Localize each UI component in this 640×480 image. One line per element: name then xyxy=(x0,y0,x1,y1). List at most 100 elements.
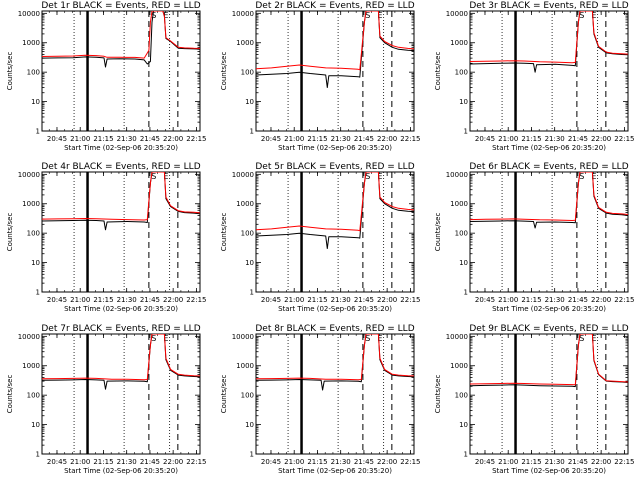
x-tick-label: 22:00 xyxy=(591,458,611,466)
time-marker-label: S xyxy=(579,334,584,343)
y-tick-label: 100 xyxy=(455,69,468,77)
time-marker-label: E xyxy=(377,11,382,20)
x-axis-label: Start Time (02-Sep-06 20:35:20) xyxy=(492,305,606,313)
x-tick-label: 21:45 xyxy=(140,296,160,304)
x-tick-label: 21:45 xyxy=(140,458,160,466)
x-tick-label: 21:30 xyxy=(331,458,351,466)
detector-panel: Det 5r BLACK = Events, RED = LLD 1 10 100 10… xyxy=(220,162,420,313)
x-axis-label: Start Time (02-Sep-06 20:35:20) xyxy=(492,144,606,152)
y-tick-label: 1 xyxy=(36,128,40,136)
detector-panel: Det 6r BLACK = Events, RED = LLD 1 10 100 10… xyxy=(434,162,634,313)
y-axis-label: Counts/sec xyxy=(220,375,228,414)
x-tick-label: 21:30 xyxy=(545,296,565,304)
x-tick-label: 21:15 xyxy=(307,458,327,466)
time-marker-label: S xyxy=(151,11,156,20)
y-tick-label: 100 xyxy=(241,69,254,77)
events-series-line xyxy=(256,172,414,249)
x-tick-label: 21:45 xyxy=(354,296,374,304)
plot-frame xyxy=(469,10,629,132)
y-tick-label: 1 xyxy=(250,128,254,136)
y-tick-label: 10000 xyxy=(446,171,468,179)
x-tick-label: 22:15 xyxy=(400,135,420,143)
x-tick-label: 21:15 xyxy=(93,458,113,466)
series-group xyxy=(256,334,414,391)
y-tick-label: 1 xyxy=(36,451,40,459)
time-marker-label: S xyxy=(151,334,156,343)
x-tick-label: 21:30 xyxy=(545,135,565,143)
x-tick-label: 21:15 xyxy=(521,296,541,304)
x-tick-label: 22:00 xyxy=(377,135,397,143)
x-tick-label: 21:00 xyxy=(498,458,518,466)
x-tick-label: 21:45 xyxy=(568,135,588,143)
y-tick-label: 100 xyxy=(241,392,254,400)
time-marker-label: S xyxy=(579,172,584,181)
x-tick-label: 20:45 xyxy=(261,296,281,304)
time-marker-label: S xyxy=(365,11,370,20)
x-axis-label: Start Time (02-Sep-06 20:35:20) xyxy=(278,467,392,475)
x-tick-label: 21:15 xyxy=(307,135,327,143)
time-marker-label: E xyxy=(591,172,596,181)
y-tick-label: 1000 xyxy=(236,362,254,370)
x-tick-label: 20:45 xyxy=(261,458,281,466)
plot-frame xyxy=(255,333,415,455)
y-tick-label: 1000 xyxy=(236,200,254,208)
y-tick-label: 10 xyxy=(245,421,254,429)
plot-frame xyxy=(255,171,415,293)
time-marker-label: S xyxy=(579,11,584,20)
y-tick-label: 1000 xyxy=(22,39,40,47)
x-tick-label: 21:00 xyxy=(70,458,90,466)
y-tick-label: 10 xyxy=(459,421,468,429)
x-tick-label: 22:15 xyxy=(614,135,634,143)
events-series-line xyxy=(470,11,628,73)
y-tick-label: 100 xyxy=(27,230,40,238)
detector-panel: Det 2r BLACK = Events, RED = LLD 1 10 100 10… xyxy=(220,1,420,152)
y-tick-label: 1000 xyxy=(236,39,254,47)
x-axis-label: Start Time (02-Sep-06 20:35:20) xyxy=(492,467,606,475)
y-axis-label: Counts/sec xyxy=(220,213,228,252)
time-marker-label: E xyxy=(377,334,382,343)
detector-panel: Det 3r BLACK = Events, RED = LLD 1 10 100 10… xyxy=(434,1,634,152)
y-tick-label: 1000 xyxy=(22,362,40,370)
x-tick-label: 21:00 xyxy=(498,135,518,143)
y-tick-label: 10000 xyxy=(446,333,468,341)
plot-frame xyxy=(469,171,629,293)
x-tick-label: 21:45 xyxy=(568,296,588,304)
lld-series-line xyxy=(470,334,628,386)
x-tick-label: 21:15 xyxy=(93,296,113,304)
panel-title: Det 6r BLACK = Events, RED = LLD xyxy=(469,162,628,172)
y-tick-label: 10000 xyxy=(18,171,40,179)
series-group xyxy=(470,11,628,73)
x-tick-label: 21:00 xyxy=(284,458,304,466)
detector-panel: Det 9r BLACK = Events, RED = LLD 1 10 100 10… xyxy=(434,324,634,475)
y-tick-label: 10000 xyxy=(18,10,40,18)
lld-series-line xyxy=(256,172,414,232)
time-marker-label: E xyxy=(591,11,596,20)
y-tick-label: 10000 xyxy=(446,10,468,18)
y-tick-label: 1 xyxy=(36,289,40,297)
y-tick-label: 10 xyxy=(459,259,468,267)
x-tick-label: 21:30 xyxy=(117,458,137,466)
x-tick-label: 21:00 xyxy=(284,135,304,143)
x-tick-label: 22:15 xyxy=(186,296,206,304)
x-tick-label: 21:00 xyxy=(284,296,304,304)
panel-title: Det 4r BLACK = Events, RED = LLD xyxy=(41,162,200,172)
y-tick-label: 10 xyxy=(245,98,254,106)
x-tick-label: 22:15 xyxy=(186,458,206,466)
x-tick-label: 21:15 xyxy=(521,135,541,143)
y-tick-label: 10 xyxy=(245,259,254,267)
y-tick-label: 10000 xyxy=(18,333,40,341)
series-group xyxy=(42,334,200,390)
time-marker-label: E xyxy=(163,11,168,20)
y-tick-label: 1000 xyxy=(450,39,468,47)
y-tick-label: 1 xyxy=(464,128,468,136)
x-tick-label: 21:45 xyxy=(354,135,374,143)
x-tick-label: 21:00 xyxy=(70,135,90,143)
x-tick-label: 21:30 xyxy=(331,135,351,143)
x-tick-label: 20:45 xyxy=(475,458,495,466)
x-tick-label: 20:45 xyxy=(47,135,67,143)
lld-series-line xyxy=(256,334,414,381)
x-tick-label: 21:15 xyxy=(521,458,541,466)
y-axis-label: Counts/sec xyxy=(6,213,14,252)
y-tick-label: 100 xyxy=(27,392,40,400)
y-tick-label: 1000 xyxy=(450,200,468,208)
